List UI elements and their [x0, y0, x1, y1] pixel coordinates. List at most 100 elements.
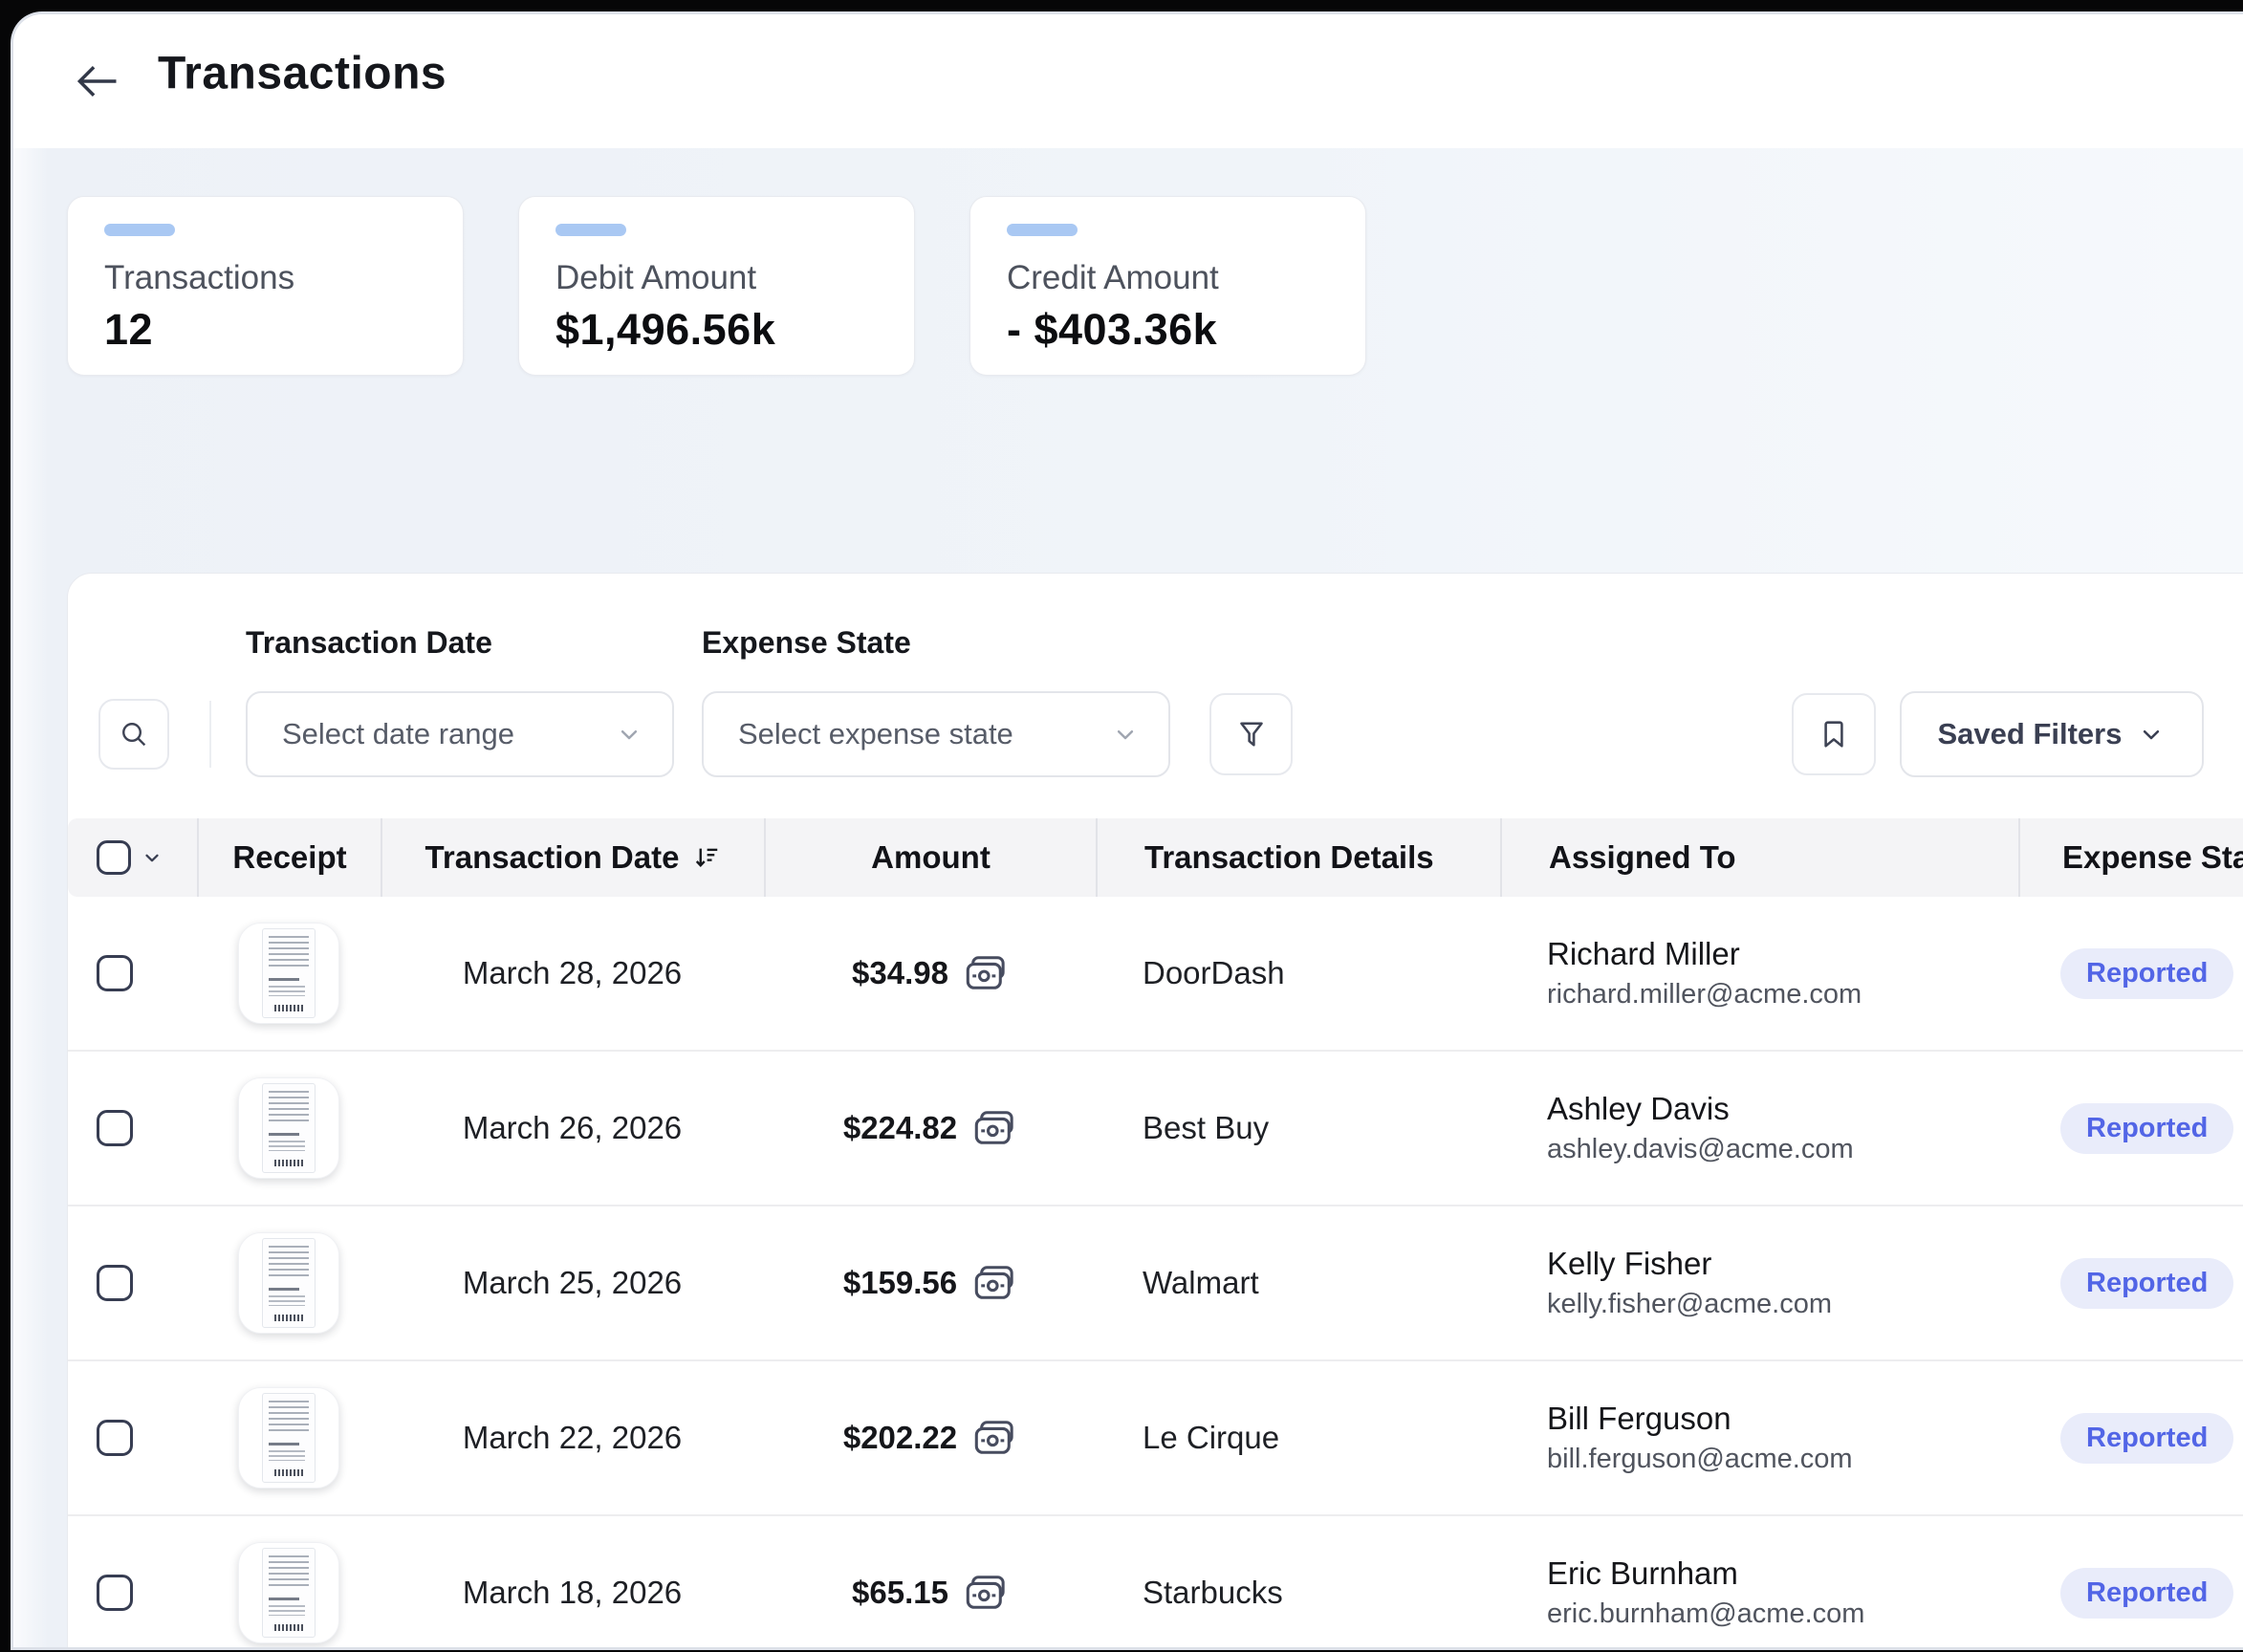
page-header: Transactions — [13, 14, 2243, 148]
column-header-amount[interactable]: Amount — [764, 818, 1096, 897]
column-header-expense-state[interactable]: Expense State — [2018, 818, 2243, 897]
stat-value: - $403.36k — [1007, 305, 1218, 354]
page-title: Transactions — [158, 48, 447, 99]
row-checkbox[interactable] — [97, 1265, 133, 1301]
row-checkbox[interactable] — [97, 955, 133, 991]
stat-accent-bar — [104, 224, 175, 236]
receipt-image — [262, 1393, 316, 1483]
amount-cell: $34.98 — [764, 897, 1096, 1050]
assignee-name: Kelly Fisher — [1547, 1246, 1712, 1281]
select-all-checkbox[interactable] — [97, 840, 131, 875]
stat-accent-bar — [1007, 224, 1078, 236]
amount-cell: $65.15 — [764, 1516, 1096, 1647]
transaction-details-cell: DoorDash — [1096, 897, 1500, 1050]
transaction-details-cell: Best Buy — [1096, 1052, 1500, 1205]
stat-label: Credit Amount — [1007, 259, 1219, 296]
assignee-email: ashley.davis@acme.com — [1547, 1134, 1854, 1164]
table-row: March 26, 2026 $224.82 Best Buy — [68, 1050, 2243, 1205]
merchant-name: Le Cirque — [1143, 1420, 1280, 1455]
table-header-row: Receipt Transaction Date — [68, 818, 2243, 897]
receipt-thumbnail[interactable] — [238, 1232, 339, 1334]
merchant-name: Walmart — [1143, 1265, 1259, 1300]
back-button[interactable] — [71, 56, 124, 106]
assignee-name: Ashley Davis — [1547, 1091, 1730, 1126]
table-row: March 18, 2026 $65.15 Starbucks — [68, 1514, 2243, 1647]
transaction-details-cell: Walmart — [1096, 1206, 1500, 1359]
bookmark-button[interactable] — [1792, 693, 1876, 775]
row-checkbox[interactable] — [97, 1110, 133, 1146]
select-all-chevron-icon[interactable] — [141, 846, 163, 869]
assigned-to-cell: Richard Miller richard.miller@acme.com — [1500, 897, 2018, 1050]
assignee-email: kelly.fisher@acme.com — [1547, 1289, 1833, 1319]
transaction-details-cell: Starbucks — [1096, 1516, 1500, 1647]
receipt-cell — [197, 897, 381, 1050]
transaction-date-cell: March 18, 2026 — [381, 1516, 764, 1647]
amount-cell: $224.82 — [764, 1052, 1096, 1205]
transaction-date: March 25, 2026 — [462, 1265, 683, 1300]
transaction-date-cell: March 22, 2026 — [381, 1361, 764, 1514]
saved-filters-button[interactable]: Saved Filters — [1900, 691, 2204, 777]
expense-state-placeholder: Select expense state — [738, 717, 1013, 750]
amount-value: $34.98 — [852, 955, 948, 990]
receipt-image — [262, 1238, 316, 1328]
expense-state-cell: Reported — [2018, 1052, 2243, 1205]
assignee-name: Bill Ferguson — [1547, 1401, 1731, 1436]
status-badge: Reported — [2060, 1412, 2234, 1464]
filter-button[interactable] — [1209, 693, 1293, 775]
assigned-to-cell: Bill Ferguson bill.ferguson@acme.com — [1500, 1361, 2018, 1514]
expense-state-cell: Reported — [2018, 1361, 2243, 1514]
receipt-thumbnail[interactable] — [238, 1077, 339, 1179]
transaction-date: March 26, 2026 — [462, 1110, 683, 1145]
saved-filters-label: Saved Filters — [1937, 717, 2123, 750]
merchant-name: Starbucks — [1143, 1575, 1283, 1610]
content-area: Transactions 12 Debit Amount $1,496.56k … — [13, 148, 2243, 1647]
row-checkbox[interactable] — [97, 1420, 133, 1456]
stat-value: 12 — [104, 305, 154, 354]
search-button[interactable] — [98, 699, 169, 770]
money-banknotes-icon — [964, 953, 1008, 993]
chevron-down-icon — [1111, 720, 1140, 749]
expense-state-select[interactable]: Select expense state — [702, 691, 1170, 777]
state-filter-label: Expense State — [702, 625, 911, 660]
status-badge: Reported — [2060, 1567, 2234, 1619]
receipt-thumbnail[interactable] — [238, 1387, 339, 1489]
expense-state-cell: Reported — [2018, 1206, 2243, 1359]
column-header-transaction-date[interactable]: Transaction Date — [381, 818, 764, 897]
date-range-select[interactable]: Select date range — [246, 691, 674, 777]
column-header-transaction-details[interactable]: Transaction Details — [1096, 818, 1500, 897]
receipt-image — [262, 1083, 316, 1173]
assignee-email: bill.ferguson@acme.com — [1547, 1444, 1853, 1474]
sort-descending-icon — [692, 843, 721, 872]
table-body: March 28, 2026 $34.98 DoorDash — [68, 897, 2243, 1647]
chevron-down-icon — [615, 720, 643, 749]
row-select-cell — [68, 1052, 197, 1205]
money-banknotes-icon — [972, 1108, 1016, 1148]
merchant-name: Best Buy — [1143, 1110, 1270, 1145]
assignee-email: richard.miller@acme.com — [1547, 979, 1862, 1010]
row-select-cell — [68, 1206, 197, 1359]
assigned-to-cell: Ashley Davis ashley.davis@acme.com — [1500, 1052, 2018, 1205]
status-badge: Reported — [2060, 1257, 2234, 1309]
row-select-cell — [68, 1361, 197, 1514]
transaction-date-cell: March 26, 2026 — [381, 1052, 764, 1205]
column-header-receipt[interactable]: Receipt — [197, 818, 381, 897]
row-checkbox[interactable] — [97, 1575, 133, 1611]
receipt-image — [262, 1548, 316, 1638]
amount-value: $202.22 — [842, 1420, 958, 1455]
expense-state-cell: Reported — [2018, 897, 2243, 1050]
status-badge: Reported — [2060, 947, 2234, 999]
receipt-cell — [197, 1516, 381, 1647]
table-row: March 22, 2026 $202.22 Le Cirque — [68, 1359, 2243, 1514]
chevron-down-icon — [2137, 720, 2166, 749]
funnel-icon — [1234, 717, 1269, 751]
column-header-assigned-to[interactable]: Assigned To — [1500, 818, 2018, 897]
expense-state-cell: Reported — [2018, 1516, 2243, 1647]
app-window: Transactions Transactions 12 Debit Amoun… — [13, 14, 2243, 1647]
receipt-thumbnail[interactable] — [238, 923, 339, 1024]
stat-value: $1,496.56k — [555, 305, 776, 354]
date-range-placeholder: Select date range — [282, 717, 515, 750]
amount-value: $65.15 — [852, 1575, 948, 1610]
row-select-cell — [68, 1516, 197, 1647]
receipt-thumbnail[interactable] — [238, 1542, 339, 1643]
assignee-email: eric.burnham@acme.com — [1547, 1598, 1865, 1629]
